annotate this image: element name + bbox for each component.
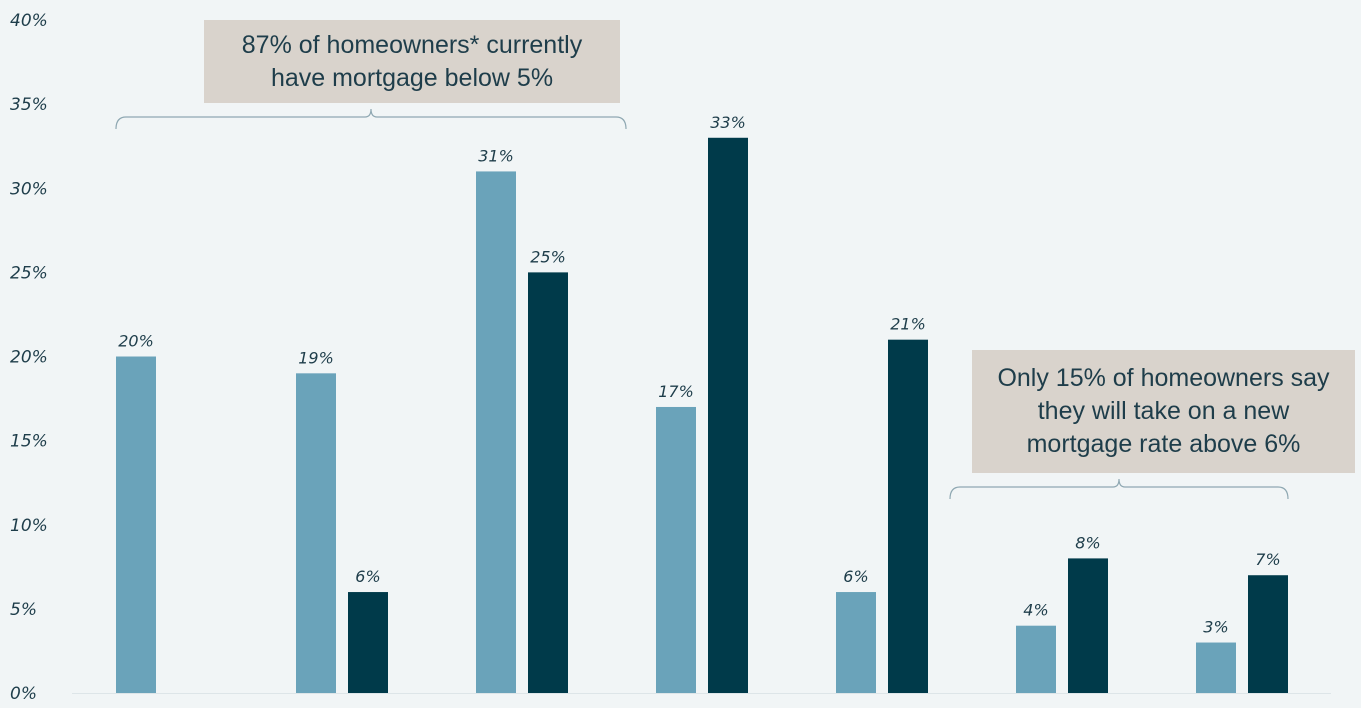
data-label: 25% [530,247,566,266]
data-label: 3% [1203,618,1228,637]
y-tick-label: 30% [10,179,48,199]
data-label: 19% [298,348,334,367]
y-tick-label: 15% [10,432,48,452]
bar-dark [348,592,388,693]
data-label: 6% [843,567,868,586]
y-tick-label: 40% [10,11,48,31]
callout-2-line-3: mortgage rate above 6% [1026,430,1301,458]
bar-dark [888,339,928,693]
bar-light [836,592,876,693]
data-label: 31% [478,146,514,165]
data-label: 6% [355,567,380,586]
data-label: 33% [710,113,746,132]
bar-light [296,373,336,693]
bar-dark [1248,575,1288,693]
bracket-layer [115,108,1289,500]
bar-light [476,171,516,694]
bracket-below-5-percent [115,108,627,130]
bar-light [116,356,156,693]
label-layer: 20% 19% 31% 17% 6% 4% 3% 6% 25% 33% 21% 8% 7% [118,113,1280,637]
bar-dark [708,137,748,693]
data-label: 8% [1075,533,1100,552]
bar-light [1196,642,1236,693]
data-label: 20% [118,332,154,351]
callout-below-5-percent: 87% of homeowners* currently have mortga… [204,20,620,103]
y-tick-label: 25% [10,263,48,283]
bar-layer [116,137,1288,694]
callout-1-line-1: 87% of homeowners* currently [241,31,583,59]
callout-2-line-2: they will take on a new [1037,397,1290,425]
bar-light [656,406,696,693]
bar-dark [528,272,568,693]
y-tick-label: 20% [10,348,48,368]
y-tick-label: 0% [10,684,37,704]
y-tick-label: 10% [10,516,48,536]
axis-layer: 0% 5% 10% 15% 20% 25% 30% 35% 40% [10,11,1331,704]
bar-dark [1068,558,1108,693]
data-label: 7% [1255,550,1280,569]
data-label: 21% [890,315,926,334]
callout-above-6-percent: Only 15% of homeowners say they will tak… [972,350,1355,473]
bracket-above-6-percent [949,478,1289,500]
data-label: 4% [1023,601,1048,620]
callout-2-line-1: Only 15% of homeowners say [997,364,1330,392]
data-label: 17% [658,382,694,401]
callout-1-line-2: have mortgage below 5% [270,64,554,92]
y-tick-label: 35% [10,95,48,115]
y-tick-label: 5% [10,600,37,620]
bar-light [1016,625,1056,693]
